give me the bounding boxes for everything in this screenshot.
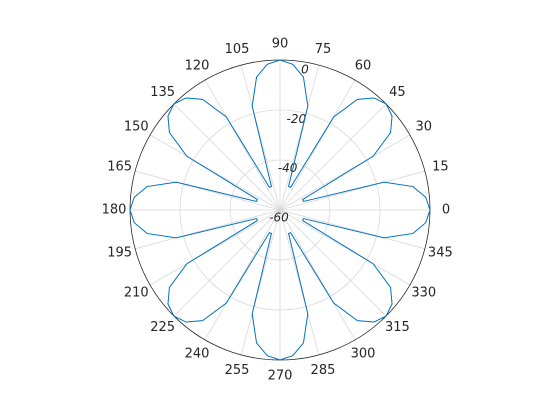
grid-spoke — [135, 170, 281, 211]
grid-spoke — [279, 209, 320, 355]
theta-tick-label: 120 — [185, 59, 210, 74]
theta-tick-label: 45 — [389, 85, 406, 100]
grid-spoke — [240, 65, 281, 211]
series-line — [129, 59, 431, 361]
theta-tick-label: 180 — [102, 203, 127, 218]
theta-tick-label: 240 — [185, 346, 210, 361]
theta-tick-label: 60 — [355, 59, 372, 74]
theta-tick-label: 300 — [351, 346, 376, 361]
theta-tick-label: 345 — [428, 245, 453, 260]
grid-spoke — [279, 209, 425, 250]
theta-tick-label: 270 — [268, 369, 293, 384]
theta-tick-label: 330 — [411, 286, 436, 301]
theta-tick-label: 90 — [272, 37, 289, 52]
r-tick-label: -40 — [278, 161, 298, 175]
theta-tick-label: 285 — [311, 363, 336, 378]
grid-spoke — [149, 209, 281, 286]
theta-tick-label: 195 — [107, 245, 132, 260]
r-tick-label: -20 — [287, 112, 307, 126]
theta-tick-label: 225 — [150, 320, 175, 335]
grid-spoke — [279, 209, 387, 317]
theta-tick-label: 315 — [385, 320, 410, 335]
grid-spoke — [279, 209, 356, 341]
grid-spoke — [135, 209, 281, 250]
grid-spoke — [204, 209, 281, 341]
theta-tick-label: 15 — [432, 160, 449, 175]
theta-tick-label: 165 — [107, 160, 132, 175]
grid-ring — [179, 109, 381, 311]
theta-tick-label: 255 — [225, 363, 250, 378]
theta-tick-label: 75 — [315, 42, 332, 57]
theta-tick-label: 210 — [124, 286, 149, 301]
grid-spoke — [279, 65, 320, 211]
grid-spoke — [279, 170, 425, 211]
grid-spoke — [279, 134, 411, 211]
grid-spoke — [149, 134, 281, 211]
grid-spoke — [204, 79, 281, 211]
grid-spoke — [173, 209, 281, 317]
grid-spoke — [173, 103, 281, 211]
grid-spoke — [279, 209, 411, 286]
theta-tick-label: 0 — [442, 203, 450, 218]
grid-spoke — [279, 79, 356, 211]
theta-tick-label: 105 — [225, 42, 250, 57]
theta-tick-label: 135 — [150, 85, 175, 100]
grid-spoke — [279, 103, 387, 211]
grid-ring — [229, 159, 331, 261]
r-tick-label: -60 — [269, 210, 289, 224]
r-tick-label: 0 — [301, 63, 309, 77]
grid-spoke — [240, 209, 281, 355]
theta-tick-label: 30 — [415, 120, 432, 135]
theta-tick-label: 150 — [124, 120, 149, 135]
